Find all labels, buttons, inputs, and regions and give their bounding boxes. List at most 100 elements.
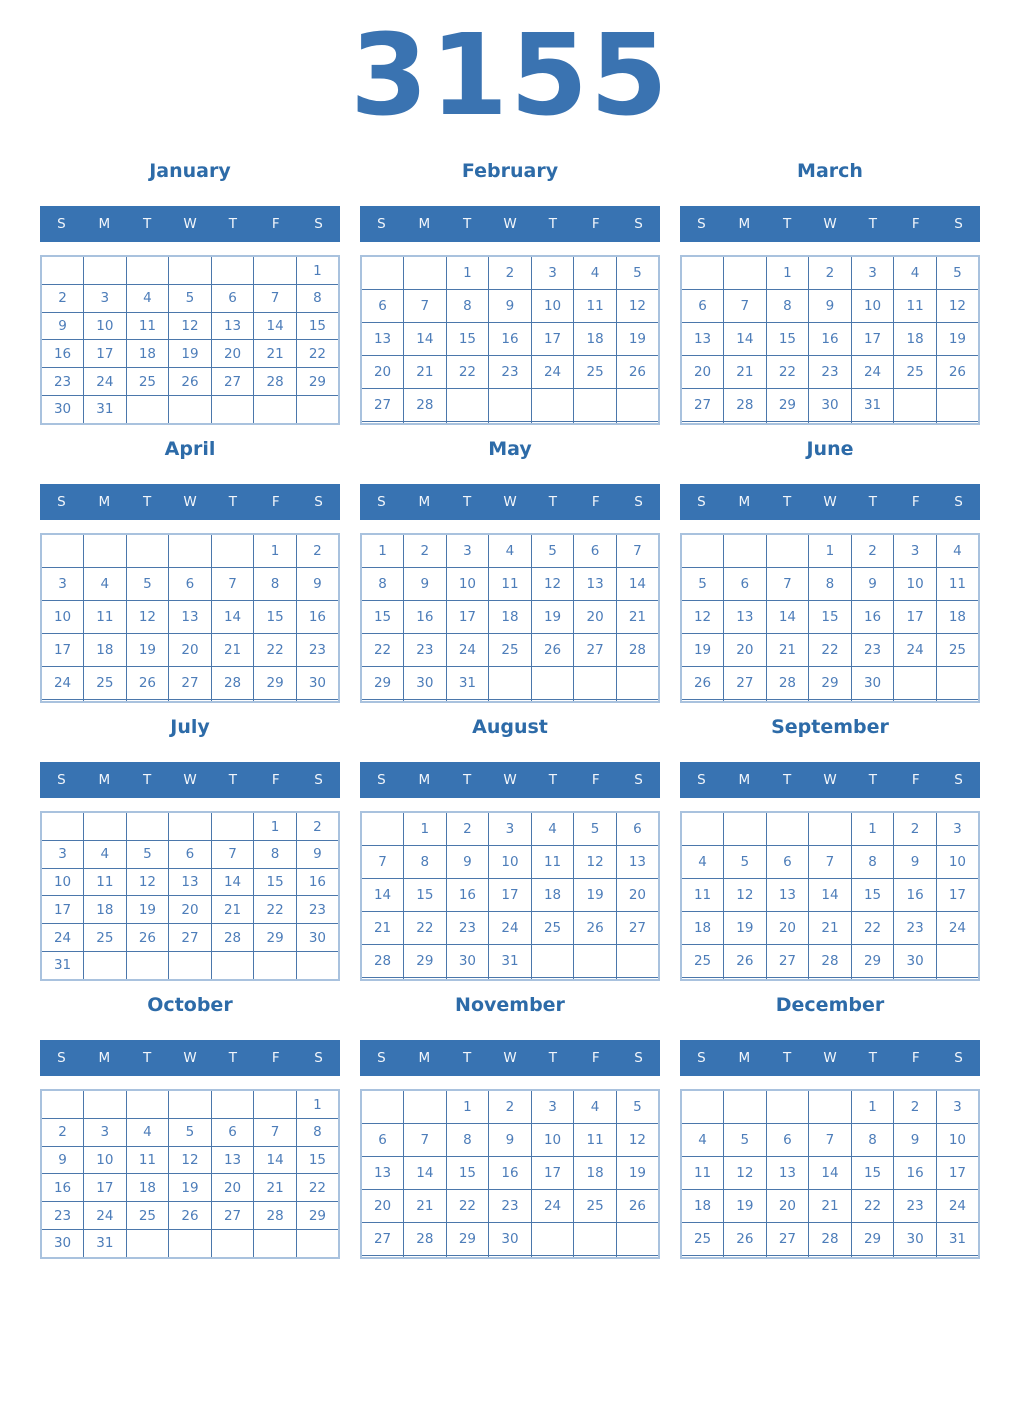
day-cell: 13 bbox=[168, 600, 212, 634]
day-cell: 12 bbox=[723, 878, 767, 912]
day-cell: 21 bbox=[808, 1188, 852, 1223]
empty-day-cell bbox=[765, 976, 810, 981]
day-cell: 9 bbox=[893, 1123, 937, 1158]
empty-day-cell bbox=[295, 698, 340, 703]
day-cell: 27 bbox=[168, 665, 212, 700]
day-cell: 10 bbox=[40, 867, 85, 897]
week-row: 8 9 10 11 12 13 14 bbox=[360, 567, 660, 602]
empty-day-cell bbox=[893, 387, 937, 422]
empty-day-cell bbox=[168, 950, 212, 981]
empty-day-cell bbox=[403, 698, 447, 703]
day-cell: 15 bbox=[360, 600, 405, 634]
weekday-label: W bbox=[823, 1050, 837, 1066]
day-cell: 19 bbox=[615, 322, 660, 356]
day-cell: 2 bbox=[850, 533, 895, 569]
day-cell: 3 bbox=[530, 1089, 575, 1125]
day-cell: 9 bbox=[850, 567, 895, 602]
week-row: 27 28 29 30 31 bbox=[680, 387, 980, 422]
week-row: 27 28 bbox=[360, 387, 660, 422]
day-cell: 8 bbox=[445, 289, 490, 324]
weekday-label: W bbox=[503, 216, 517, 232]
weekday-label: S bbox=[954, 216, 963, 232]
empty-day-cell bbox=[680, 698, 725, 703]
empty-day-cell bbox=[723, 533, 767, 569]
day-cell: 30 bbox=[445, 943, 490, 978]
day-cell: 14 bbox=[360, 878, 405, 912]
day-cell: 10 bbox=[530, 289, 575, 324]
day-cell: 10 bbox=[893, 567, 937, 602]
empty-day-cell bbox=[573, 698, 617, 703]
day-cell: 3 bbox=[935, 1089, 980, 1125]
day-cell: 23 bbox=[403, 632, 447, 667]
empty-day-cell bbox=[445, 387, 490, 422]
day-cell: 28 bbox=[808, 943, 852, 978]
empty-day-cell bbox=[168, 811, 212, 842]
day-cell: 16 bbox=[40, 1173, 85, 1203]
weekday-label: F bbox=[271, 772, 280, 788]
empty-day-cell bbox=[530, 387, 575, 422]
empty-day-cell bbox=[573, 943, 617, 978]
day-cell: 29 bbox=[850, 943, 895, 978]
week-row: 21 22 23 24 25 26 27 bbox=[360, 910, 660, 945]
day-cell: 22 bbox=[253, 632, 297, 667]
weekday-label: T bbox=[228, 216, 237, 232]
day-cell: 24 bbox=[850, 354, 895, 389]
day-cell: 10 bbox=[40, 600, 85, 634]
weekday-label: F bbox=[591, 494, 600, 510]
year-title: 3155 bbox=[350, 11, 670, 141]
empty-day-cell bbox=[168, 255, 212, 286]
week-row: 29 30 31 bbox=[360, 665, 660, 700]
week-row: 30 31 bbox=[40, 394, 340, 425]
day-cell: 28 bbox=[253, 1201, 297, 1230]
day-cell: 21 bbox=[253, 1173, 297, 1203]
day-cell: 26 bbox=[125, 923, 170, 952]
day-cell: 20 bbox=[615, 878, 660, 912]
empty-day-cell bbox=[125, 811, 170, 842]
month-title: October bbox=[147, 994, 233, 1016]
day-cell: 17 bbox=[850, 322, 895, 356]
empty-day-cell bbox=[615, 420, 660, 425]
week-row: 28 29 30 31 bbox=[360, 943, 660, 978]
day-cell: 25 bbox=[125, 1201, 170, 1230]
week-row: 9 10 11 12 13 14 15 bbox=[40, 311, 340, 341]
day-cell: 5 bbox=[615, 255, 660, 291]
month-september: September S M T W T F S 1 2 3 4 5 6 7 8 9 10 11 12 13 14 15 16 1… bbox=[680, 714, 980, 992]
day-cell: 14 bbox=[253, 311, 297, 341]
day-cell: 20 bbox=[680, 354, 725, 389]
weekday-label: S bbox=[57, 772, 66, 788]
empty-day-cell bbox=[210, 698, 255, 703]
day-cell: 24 bbox=[83, 367, 127, 396]
weekday-label: S bbox=[377, 494, 386, 510]
weekday-label: S bbox=[697, 216, 706, 232]
week-row: 6 7 8 9 10 11 12 bbox=[360, 1123, 660, 1158]
day-cell: 15 bbox=[295, 1145, 340, 1175]
day-cell: 12 bbox=[573, 845, 617, 880]
day-cell: 24 bbox=[530, 354, 575, 389]
month-january: January S M T W T F S 1 2 3 4 5 6 7 8 9 10 11 12 13 14 15 16 17 1… bbox=[40, 158, 340, 436]
day-cell: 12 bbox=[615, 1123, 660, 1158]
weekday-label: F bbox=[911, 772, 920, 788]
day-cell: 2 bbox=[488, 1089, 532, 1125]
day-cell: 18 bbox=[125, 339, 170, 369]
day-cell: 9 bbox=[295, 567, 340, 602]
day-cell: 27 bbox=[360, 1221, 405, 1256]
day-cell: 24 bbox=[530, 1188, 575, 1223]
empty-day-cell bbox=[530, 943, 575, 978]
day-cell: 20 bbox=[765, 1188, 810, 1223]
day-cell: 18 bbox=[488, 600, 532, 634]
day-cell: 25 bbox=[893, 354, 937, 389]
weekday-label: M bbox=[738, 772, 751, 788]
empty-day-cell bbox=[723, 420, 767, 425]
day-cell: 6 bbox=[615, 811, 660, 847]
week-row: 4 5 6 7 8 9 10 bbox=[680, 1123, 980, 1158]
day-cell: 23 bbox=[893, 910, 937, 945]
day-cell: 10 bbox=[935, 1123, 980, 1158]
weekday-label: F bbox=[911, 1050, 920, 1066]
day-cell: 17 bbox=[488, 878, 532, 912]
day-cell: 7 bbox=[615, 533, 660, 569]
day-cell: 14 bbox=[403, 322, 447, 356]
empty-day-cell bbox=[723, 811, 767, 847]
weekday-label: M bbox=[738, 216, 751, 232]
empty-day-cell bbox=[573, 665, 617, 700]
